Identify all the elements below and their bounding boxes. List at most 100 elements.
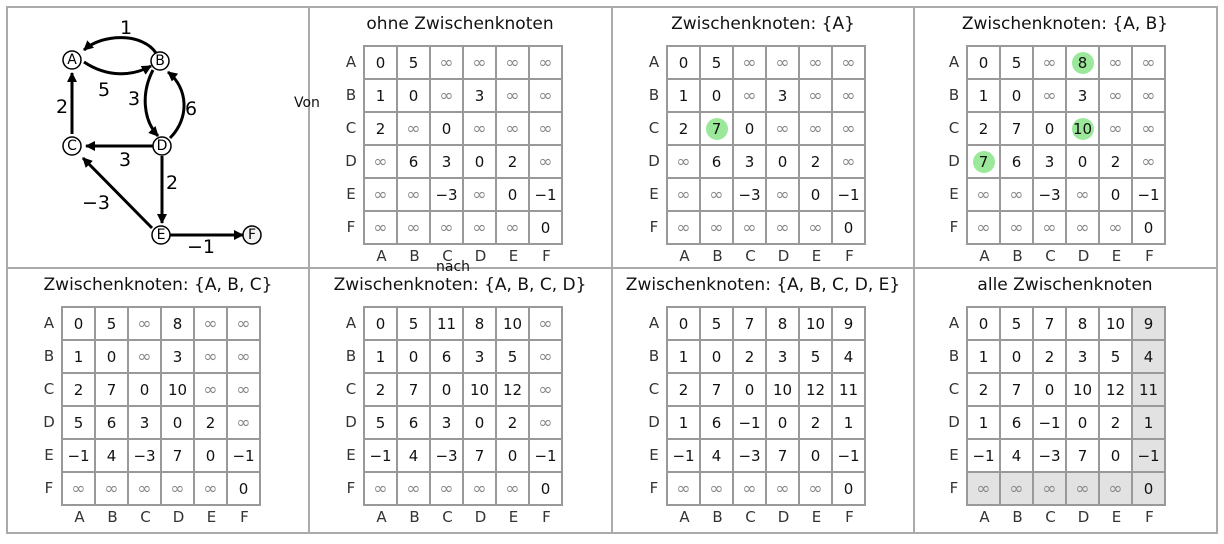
matrix-value: 2 (375, 380, 386, 399)
matrix-value: 9 (843, 314, 854, 333)
weight-b-d: 3 (128, 88, 140, 110)
matrix-value: ∞ (1108, 217, 1123, 238)
matrix-cell: 7 (968, 146, 1001, 179)
matrix-cell: ∞ (833, 146, 866, 179)
matrix-value: ∞ (472, 478, 487, 499)
row-label: E (649, 185, 659, 203)
edge-d-b (167, 70, 186, 140)
matrix-value: ∞ (472, 52, 487, 73)
matrix-value: ∞ (439, 217, 454, 238)
matrix-cell: 3 (734, 146, 767, 179)
matrix-value: ∞ (1141, 85, 1156, 106)
matrix-cell: −1 (968, 440, 1001, 473)
row-label: D (648, 413, 660, 431)
row-label: B (345, 86, 357, 104)
matrix-cell: ∞ (530, 407, 563, 440)
matrix-cell: 8 (1067, 308, 1100, 341)
matrix-cell: −3 (1034, 440, 1067, 473)
row-label: D (948, 152, 960, 170)
matrix-value: ∞ (1108, 478, 1123, 499)
matrix-value: 0 (711, 86, 722, 105)
matrix-cell: ∞ (464, 212, 497, 245)
matrix-cell: 6 (701, 407, 734, 440)
matrix-cell: 9 (1133, 308, 1166, 341)
matrix-cell: 8 (767, 308, 800, 341)
row-label: E (44, 446, 54, 464)
matrix-value: ∞ (1009, 217, 1024, 238)
matrix-cell: ∞ (464, 179, 497, 212)
matrix-value: 5 (408, 314, 419, 333)
matrix-value: ∞ (170, 478, 185, 499)
weight-c-a: 2 (56, 96, 68, 118)
matrix-cell: ∞ (1001, 212, 1034, 245)
matrix-cell: 6 (398, 146, 431, 179)
matrix-cell: −1 (668, 440, 701, 473)
matrix-cell: 2 (800, 407, 833, 440)
matrix-cell: 8 (464, 308, 497, 341)
row-label: C (345, 119, 357, 137)
matrix-cell: 0 (129, 374, 162, 407)
weight-e-f: −1 (187, 236, 215, 258)
matrix-cell: −1 (1034, 407, 1067, 440)
matrix-cell: ∞ (701, 212, 734, 245)
matrix-cell: 0 (497, 179, 530, 212)
matrix-cell: ∞ (968, 179, 1001, 212)
matrix-value: ∞ (71, 478, 86, 499)
matrix-value: ∞ (203, 478, 218, 499)
matrix-value: ∞ (406, 118, 421, 139)
matrix-cell: 8 (1067, 47, 1100, 80)
matrix-value: −1 (67, 446, 90, 465)
matrix-value: ∞ (775, 52, 790, 73)
matrix-value: 8 (1077, 314, 1088, 333)
matrix-cell: ∞ (1100, 473, 1133, 506)
matrix-cell: 7 (1001, 113, 1034, 146)
matrix-value: ∞ (1042, 478, 1057, 499)
matrix-cell: 0 (497, 440, 530, 473)
matrix-cell: 3 (767, 80, 800, 113)
matrix-value: ∞ (538, 313, 553, 334)
matrix-value: ∞ (841, 118, 856, 139)
matrix-value: ∞ (1108, 118, 1123, 139)
col-label: A (979, 508, 990, 526)
matrix-cell: 1 (668, 341, 701, 374)
matrix-value: 0 (777, 152, 788, 171)
matrix-value: 7 (474, 446, 485, 465)
matrix-value: −1 (837, 185, 860, 204)
row-label: D (43, 413, 55, 431)
col-label: B (409, 247, 420, 265)
matrix-value: ∞ (538, 85, 553, 106)
matrix-value: ∞ (742, 85, 757, 106)
matrix-value: −1 (1137, 185, 1160, 204)
matrix-value: 0 (106, 347, 117, 366)
row-label: D (648, 152, 660, 170)
matrix-cell: −1 (365, 440, 398, 473)
matrix-cell: −1 (1133, 440, 1166, 473)
matrix-value: 1 (978, 86, 989, 105)
col-label: E (508, 247, 519, 265)
matrix-value: ∞ (538, 412, 553, 433)
matrix-value: ∞ (742, 52, 757, 73)
col-label: E (811, 247, 822, 265)
matrix-value: 10 (1072, 380, 1093, 399)
matrix-cell: ∞ (968, 473, 1001, 506)
matrix-value: 0 (375, 53, 386, 72)
matrix-cell: 10 (1067, 113, 1100, 146)
matrix-cell: ∞ (1034, 47, 1067, 80)
distance-matrix: 0 5 11 8 10 ∞ 1 0 6 3 5 ∞ 2 7 0 10 12 ∞ 5 6 3 0 2 ∞ −1 4 −3 7 0 −1 ∞ ∞ ∞… (363, 306, 563, 506)
node-d-label: D (157, 138, 168, 154)
matrix-value: ∞ (439, 52, 454, 73)
matrix-value: ∞ (976, 217, 991, 238)
matrix-cell: 0 (701, 80, 734, 113)
matrix-cell: ∞ (1034, 473, 1067, 506)
matrix-cell: ∞ (398, 113, 431, 146)
matrix-value: 2 (375, 119, 386, 138)
matrix-value: 11 (1138, 380, 1159, 399)
panel-title: Zwischenknoten: {A, B} (961, 14, 1169, 34)
matrix-value: ∞ (505, 217, 520, 238)
matrix-cell: −3 (431, 179, 464, 212)
matrix-cell: 1 (365, 341, 398, 374)
matrix-cell: 7 (162, 440, 195, 473)
matrix-cell: ∞ (530, 341, 563, 374)
matrix-cell: 4 (398, 440, 431, 473)
col-label: E (508, 508, 519, 526)
